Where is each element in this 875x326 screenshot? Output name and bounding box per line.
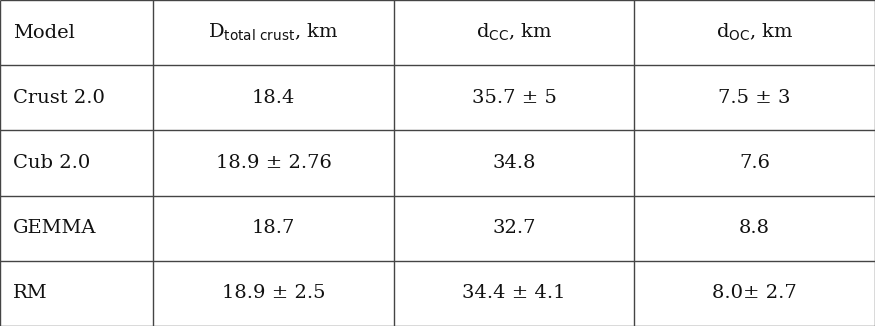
Text: 7.6: 7.6 (739, 154, 770, 172)
Text: 8.8: 8.8 (739, 219, 770, 237)
Text: 18.4: 18.4 (252, 89, 295, 107)
Text: D$_{\mathrm{total\ crust}}$, km: D$_{\mathrm{total\ crust}}$, km (208, 22, 339, 43)
Text: GEMMA: GEMMA (13, 219, 96, 237)
Text: Model: Model (13, 23, 75, 42)
Text: 34.4 ± 4.1: 34.4 ± 4.1 (462, 284, 566, 303)
Text: 32.7: 32.7 (493, 219, 536, 237)
Text: 8.0± 2.7: 8.0± 2.7 (712, 284, 797, 303)
Text: d$_{\mathrm{OC}}$, km: d$_{\mathrm{OC}}$, km (716, 22, 794, 43)
Text: d$_{\mathrm{CC}}$, km: d$_{\mathrm{CC}}$, km (476, 22, 552, 43)
Text: RM: RM (13, 284, 48, 303)
Text: Crust 2.0: Crust 2.0 (13, 89, 105, 107)
Text: 18.9 ± 2.76: 18.9 ± 2.76 (215, 154, 332, 172)
Text: Cub 2.0: Cub 2.0 (13, 154, 90, 172)
Text: 18.9 ± 2.5: 18.9 ± 2.5 (221, 284, 326, 303)
Text: 7.5 ± 3: 7.5 ± 3 (718, 89, 791, 107)
Text: 34.8: 34.8 (493, 154, 536, 172)
Text: 18.7: 18.7 (252, 219, 295, 237)
Text: 35.7 ± 5: 35.7 ± 5 (472, 89, 556, 107)
